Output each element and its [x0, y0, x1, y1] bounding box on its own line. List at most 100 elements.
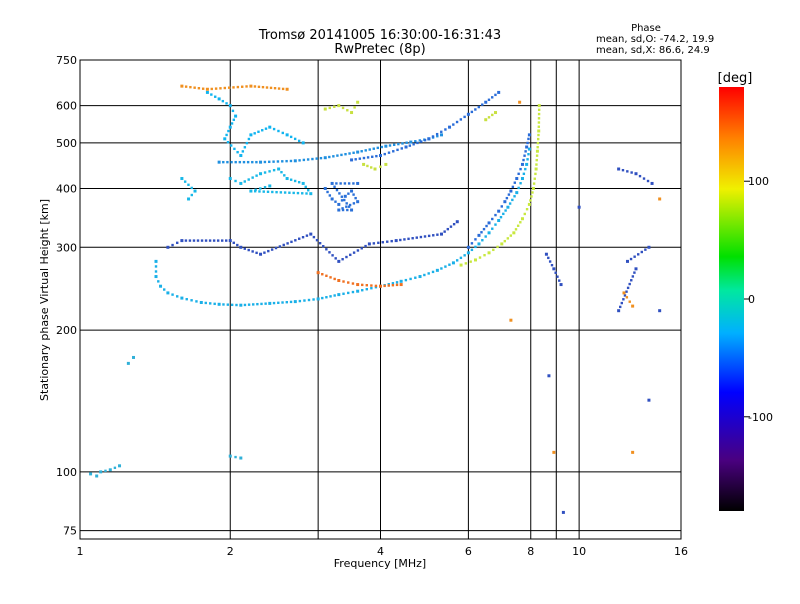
- data-point: [239, 181, 243, 185]
- data-point: [185, 297, 188, 301]
- data-point: [353, 106, 356, 109]
- data-point: [235, 303, 238, 307]
- data-point: [210, 87, 213, 91]
- data-point: [550, 263, 554, 267]
- data-point: [348, 203, 352, 207]
- data-point: [561, 510, 565, 514]
- data-point: [166, 245, 170, 249]
- data-point: [361, 283, 364, 287]
- y-axis-label: Stationary phase Virtual Height [km]: [38, 199, 51, 401]
- data-point: [444, 128, 447, 131]
- data-point: [526, 141, 529, 145]
- data-point: [630, 279, 633, 282]
- data-point: [403, 238, 406, 241]
- data-point: [277, 129, 280, 133]
- data-point: [464, 262, 468, 265]
- data-point: [455, 220, 459, 224]
- data-point: [257, 130, 260, 133]
- data-point: [236, 243, 239, 247]
- data-point: [275, 190, 278, 194]
- data-point: [349, 253, 352, 257]
- data-point: [187, 183, 190, 186]
- data-point: [193, 189, 197, 193]
- data-point: [617, 309, 621, 313]
- data-point: [296, 191, 300, 195]
- data-point: [187, 197, 191, 201]
- data-point: [638, 174, 642, 178]
- data-point: [379, 284, 382, 288]
- data-point: [325, 248, 328, 251]
- data-point: [337, 259, 341, 263]
- data-point: [256, 302, 259, 306]
- data-point: [234, 114, 238, 118]
- data-point: [348, 152, 351, 155]
- data-point: [350, 111, 354, 115]
- data-point: [245, 85, 248, 88]
- data-point: [249, 189, 253, 193]
- data-point: [481, 103, 484, 106]
- data-point: [629, 257, 633, 261]
- data-point: [487, 221, 491, 225]
- data-point: [338, 192, 341, 195]
- data-point: [247, 178, 250, 181]
- data-point: [396, 148, 399, 152]
- data-point: [292, 191, 295, 195]
- data-point: [525, 207, 529, 211]
- data-point: [234, 455, 237, 459]
- data-point: [183, 180, 187, 183]
- data-point: [658, 309, 662, 313]
- data-point: [633, 271, 636, 274]
- data-point: [351, 290, 355, 294]
- data-point: [409, 277, 412, 281]
- data-point: [283, 191, 287, 194]
- data-point: [436, 134, 439, 138]
- data-point: [272, 160, 275, 163]
- data-point: [176, 241, 179, 245]
- data-point: [335, 188, 339, 192]
- data-point: [509, 318, 513, 322]
- data-point: [333, 185, 336, 188]
- data-point: [423, 235, 427, 238]
- data-point: [474, 238, 477, 241]
- data-point: [189, 85, 192, 89]
- data-point: [356, 200, 360, 204]
- data-point: [522, 158, 525, 162]
- data-point: [157, 280, 160, 283]
- data-point: [217, 97, 221, 101]
- data-point: [239, 456, 243, 460]
- data-point: [469, 260, 472, 263]
- data-point: [529, 199, 532, 202]
- data-point: [302, 158, 306, 162]
- data-point: [251, 250, 254, 253]
- data-point: [523, 154, 526, 157]
- y-tick-label: 500: [56, 137, 77, 150]
- trace-cyan-cluster: [180, 167, 313, 201]
- data-point: [190, 193, 193, 197]
- data-point: [370, 284, 373, 287]
- data-point: [333, 105, 336, 108]
- data-point: [345, 202, 348, 205]
- y-tick-label: 300: [56, 241, 77, 254]
- data-point: [431, 270, 435, 274]
- data-point: [487, 98, 491, 101]
- data-point: [232, 241, 235, 245]
- y-tick-labels: 75 100 200 300 400 500 600 750: [56, 54, 77, 538]
- data-point: [281, 87, 285, 91]
- data-point: [193, 86, 196, 89]
- data-point: [484, 235, 487, 238]
- data-point: [485, 224, 488, 228]
- data-point: [365, 288, 368, 291]
- data-point: [195, 300, 198, 303]
- data-point: [260, 302, 263, 306]
- data-point: [620, 301, 623, 305]
- data-point: [448, 263, 451, 266]
- data-point: [104, 469, 107, 473]
- data-point: [321, 296, 324, 300]
- data-point: [251, 160, 254, 164]
- data-point: [217, 160, 221, 164]
- data-point: [537, 137, 540, 141]
- data-point: [213, 302, 216, 306]
- data-point: [166, 291, 170, 295]
- data-point: [517, 172, 520, 176]
- data-point: [227, 129, 230, 133]
